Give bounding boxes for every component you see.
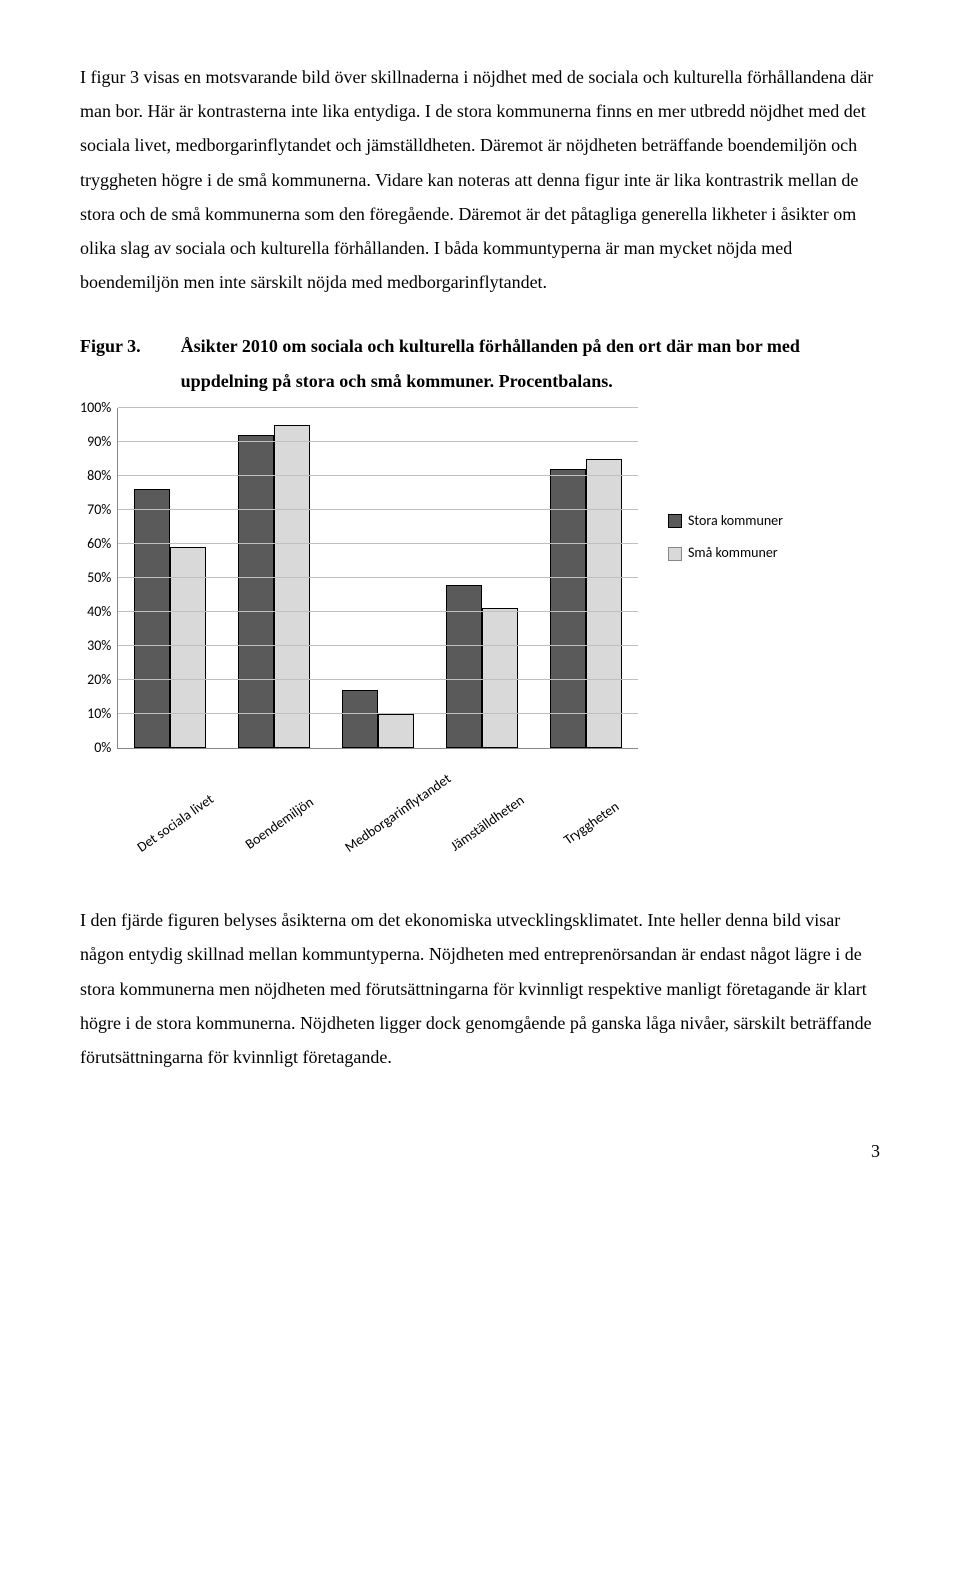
grid-line [118, 679, 638, 680]
grid-line [118, 407, 638, 408]
bar [586, 459, 622, 748]
closing-paragraph: I den fjärde figuren belyses åsikterna o… [80, 903, 880, 1074]
grid-line [118, 475, 638, 476]
legend-label: Små kommuner [688, 540, 778, 567]
legend: Stora kommuner Små kommuner [668, 508, 783, 573]
legend-item: Små kommuner [668, 540, 783, 567]
grid-line [118, 543, 638, 544]
bars-layer [118, 408, 638, 748]
y-axis: 100%90%80%70%60%50%40%30%20%10%0% [80, 408, 117, 748]
legend-swatch [668, 547, 682, 561]
bar [342, 690, 378, 748]
chart: 100%90%80%70%60%50%40%30%20%10%0% Det so… [80, 408, 648, 874]
bar-group [125, 489, 215, 747]
grid-line [118, 441, 638, 442]
bar [274, 425, 310, 748]
grid-line [118, 645, 638, 646]
plot-area [117, 408, 638, 749]
intro-paragraph: I figur 3 visas en motsvarande bild över… [80, 60, 880, 299]
figure-header: Figur 3. Åsikter 2010 om sociala och kul… [80, 329, 880, 397]
grid-line [118, 577, 638, 578]
grid-line [118, 713, 638, 714]
figure-label: Figur 3. [80, 329, 141, 397]
grid-line [118, 611, 638, 612]
legend-label: Stora kommuner [688, 508, 783, 535]
legend-swatch [668, 514, 682, 528]
page-number: 3 [80, 1134, 880, 1168]
bar [238, 435, 274, 748]
bar-group [333, 690, 423, 748]
bar-group [229, 425, 319, 748]
bar-group [541, 459, 631, 748]
bar [446, 585, 482, 748]
chart-container: 100%90%80%70%60%50%40%30%20%10%0% Det so… [80, 408, 880, 874]
figure-caption: Åsikter 2010 om sociala och kulturella f… [181, 329, 880, 397]
bar [378, 714, 414, 748]
bar [134, 489, 170, 747]
x-axis: Det sociala livetBoendemiljönMedborgarin… [128, 757, 648, 784]
bar [550, 469, 586, 748]
legend-item: Stora kommuner [668, 508, 783, 535]
bar-group [437, 585, 527, 748]
grid-line [118, 509, 638, 510]
